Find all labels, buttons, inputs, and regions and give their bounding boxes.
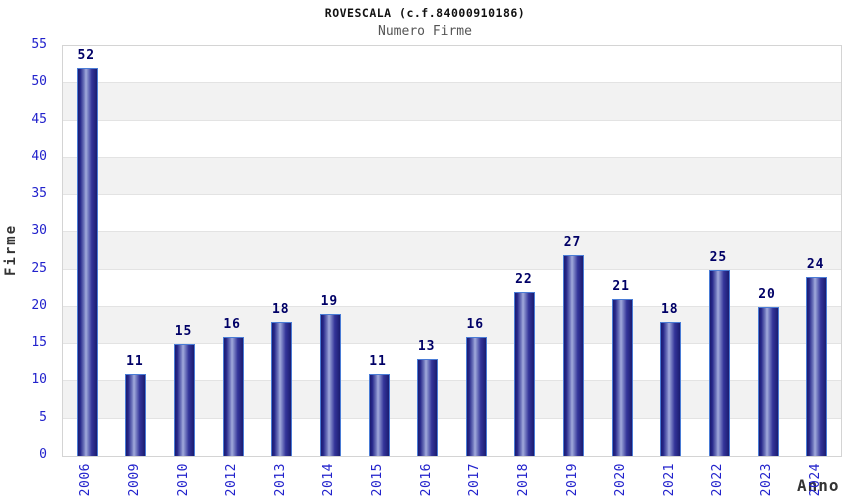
bar-value-label: 20 [758,286,776,302]
gridline [63,231,841,233]
x-tick-label: 2013 [272,463,288,497]
bar-value-label: 25 [709,249,728,265]
x-tick-label: 2024 [807,463,823,497]
chart-subtitle: Numero Firme [378,24,472,39]
bar [417,359,439,456]
y-tick-label: 55 [31,37,47,52]
y-tick-label: 0 [39,447,47,462]
y-tick-label: 25 [31,260,47,276]
bar-value-label: 52 [77,48,96,64]
y-tick-label: 45 [31,111,47,127]
y-tick-label: 10 [31,372,47,388]
bar-value-label: 11 [369,354,387,369]
bar [465,336,487,456]
x-tick-label: 2012 [224,463,240,497]
bar [514,292,536,456]
gridline [63,156,841,158]
y-tick-label: 50 [31,74,47,90]
bar [757,306,779,456]
plot-band [63,46,841,84]
gridline [63,417,841,419]
bar-value-label: 24 [806,257,825,273]
x-tick-label: 2017 [467,463,483,497]
x-tick-label: 2014 [321,463,337,497]
chart-title: ROVESCALA (c.f.84000910186) [324,6,526,20]
y-tick-label: 20 [31,297,47,313]
bar-value-label: 16 [223,316,242,332]
y-tick-label: 30 [31,223,47,239]
x-tick-label: 2015 [370,463,386,497]
gridline [63,119,841,121]
x-tick-label: 2010 [175,463,191,497]
bar [660,321,682,456]
bar [76,68,98,456]
x-tick-label: 2022 [710,463,726,497]
plot-area [62,45,842,457]
bar [174,344,196,456]
bar [222,336,244,456]
bar-value-label: 22 [515,272,533,287]
x-tick-label: 2019 [564,463,580,497]
x-axis-title: Anno [797,476,840,495]
plot-band [63,83,841,121]
gridline [63,305,841,307]
bar-value-label: 13 [417,339,436,355]
bar-value-label: 18 [660,301,679,317]
bar [611,299,633,456]
plot-band [63,232,841,270]
y-tick-label: 15 [31,335,47,351]
gridline [63,380,841,382]
gridline [63,194,841,196]
bar [125,374,147,456]
bar [708,269,730,456]
plot-band [63,120,841,158]
x-tick-label: 2006 [78,463,94,497]
y-tick-label: 35 [31,186,47,202]
bar [319,314,341,456]
x-tick-label: 2020 [613,463,629,497]
x-tick-label: 2023 [759,463,775,497]
plot-band [63,157,841,196]
bar-value-label: 18 [271,301,290,317]
x-tick-label: 2009 [126,463,142,497]
plot-band [63,195,841,233]
gridline [63,268,841,270]
bar [806,277,828,456]
x-tick-label: 2018 [515,463,531,497]
bar [271,321,293,456]
bar-value-label: 15 [174,324,193,340]
y-tick-label: 5 [39,409,47,425]
y-tick-label: 40 [31,148,47,164]
x-tick-label: 2021 [661,463,677,497]
bar [563,254,585,456]
bar-value-label: 19 [320,294,339,310]
bar-value-label: 21 [612,279,631,295]
bar-value-label: 27 [563,234,582,250]
bar-value-label: 11 [126,354,144,369]
y-axis-title: Firme [3,223,19,277]
bar [368,374,390,456]
gridline [63,82,841,84]
bar-value-label: 16 [466,316,485,332]
x-tick-label: 2016 [418,463,434,497]
gridline [63,343,841,345]
